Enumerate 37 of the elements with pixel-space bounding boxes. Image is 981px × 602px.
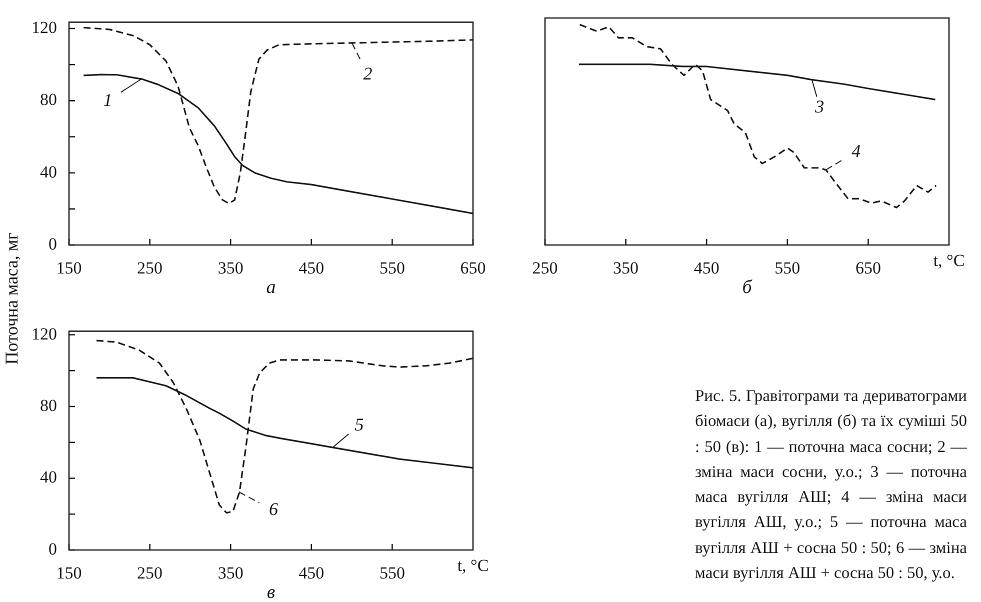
y-tick-label: 0 xyxy=(48,539,57,558)
x-tick-label: 650 xyxy=(460,258,486,278)
legend-label: 6 xyxy=(268,498,278,519)
x-tick-label: 350 xyxy=(218,258,244,278)
x-tick-label: 550 xyxy=(379,258,405,278)
y-tick-label: 120 xyxy=(32,324,57,344)
y-tick-label: 40 xyxy=(40,162,57,182)
x-tick-label: 250 xyxy=(137,258,163,278)
series-label: 4 xyxy=(852,140,861,161)
text: Рис. 5. Гравітограми та дериватограми біомаси (а), вугілля (б) та їх суміші 50 : 50 (в): 1 — поточна маса сосни; 2 — зміна маси сосни, у.о.; 3 — поточна маса вугілля АШ; 4 — зміна маси вугілля АШ, у.о.; 5 — поточна маса вугілля АШ + сосна 50 : 50; 6 — зміна маси вугілля АШ + сосна 50 : 50, у.о. xyxy=(695,385,967,584)
x-tick-label: 250 xyxy=(532,258,558,278)
x-axis-title: t, °C xyxy=(933,250,965,270)
x-tick-label: 450 xyxy=(694,258,720,278)
x-tick-label: 450 xyxy=(298,258,324,278)
y-tick-label: 80 xyxy=(40,396,57,415)
x-tick-label: 350 xyxy=(613,258,639,278)
x-tick-label: 350 xyxy=(218,564,244,583)
text: а xyxy=(265,277,277,299)
x-axis-title: t, °C xyxy=(457,556,489,575)
x-tick-label: 650 xyxy=(855,258,881,278)
legend-label: 2 xyxy=(363,64,372,84)
y-tick-label: 40 xyxy=(40,468,57,487)
x-tick-label: 150 xyxy=(56,564,82,583)
legend-label: 3 xyxy=(814,96,824,116)
series-label: 5 xyxy=(354,414,364,434)
x-tick-label: 550 xyxy=(379,564,405,583)
x-tick-label: 550 xyxy=(774,258,800,278)
y-tick-label: 120 xyxy=(32,18,57,37)
x-tick-label: 150 xyxy=(56,258,82,278)
y-axis-title: Поточна маса, мг xyxy=(2,231,22,367)
x-tick-label: 250 xyxy=(137,564,163,583)
text: в xyxy=(266,582,276,602)
x-tick-label: 450 xyxy=(298,564,324,583)
series-label: 1 xyxy=(103,90,112,110)
y-tick-label: 0 xyxy=(48,234,57,254)
y-tick-label: 80 xyxy=(40,90,57,110)
text: б xyxy=(741,277,754,299)
